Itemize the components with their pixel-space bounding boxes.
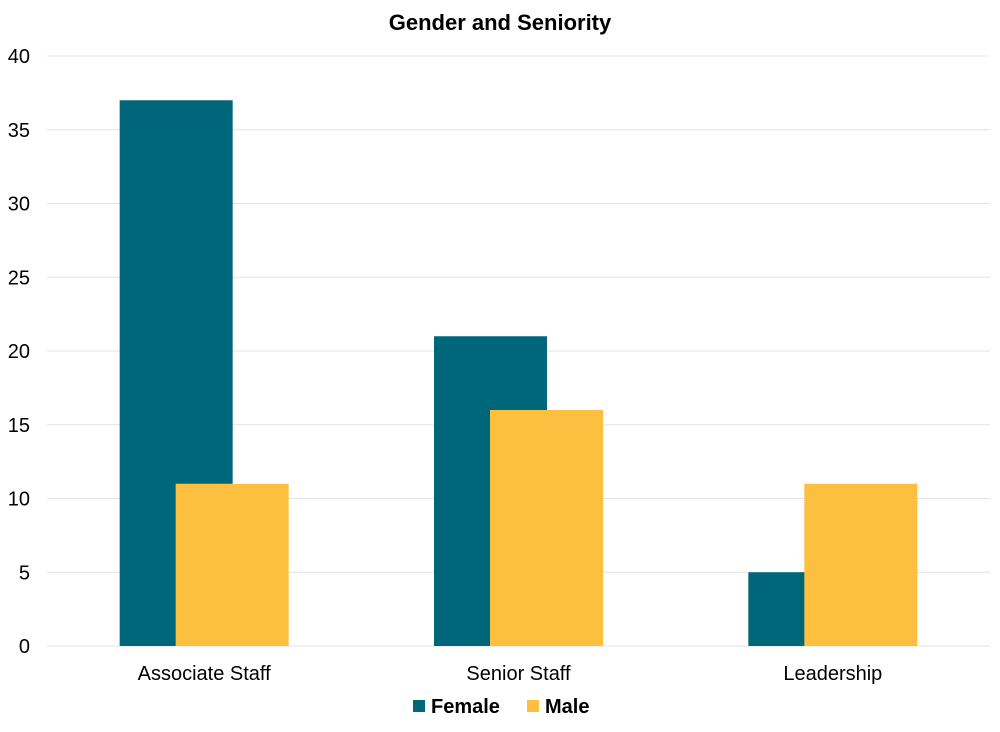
- y-tick-label-30: 30: [8, 194, 30, 216]
- x-tick-label-leadership: Leadership: [783, 663, 882, 685]
- bar-male-senior-staff: [490, 410, 603, 646]
- y-tick-label-40: 40: [8, 46, 30, 68]
- x-tick-label-senior-staff: Senior Staff: [466, 663, 571, 685]
- y-tick-label-35: 35: [8, 120, 30, 142]
- legend-swatch-female: [413, 700, 425, 712]
- bar-male-associate-staff: [175, 483, 289, 646]
- legend-swatch-male: [527, 700, 539, 712]
- y-tick-label-5: 5: [19, 562, 30, 584]
- bars: [119, 100, 918, 646]
- y-tick-label-15: 15: [8, 415, 30, 437]
- y-axis: 0 5 10 15 20 25 30 35 40: [8, 46, 30, 658]
- legend: Female Male: [413, 696, 589, 718]
- x-tick-label-associate-staff: Associate Staff: [138, 663, 271, 685]
- y-tick-label-20: 20: [8, 341, 30, 363]
- chart-title: Gender and Seniority: [389, 10, 612, 35]
- y-tick-label-10: 10: [8, 489, 30, 511]
- y-tick-label-0: 0: [19, 636, 30, 658]
- legend-label-female: Female: [431, 696, 500, 718]
- x-axis: Associate Staff Senior Staff Leadership: [138, 663, 883, 685]
- y-tick-label-25: 25: [8, 267, 30, 289]
- bar-male-leadership: [804, 483, 918, 646]
- legend-label-male: Male: [545, 696, 589, 718]
